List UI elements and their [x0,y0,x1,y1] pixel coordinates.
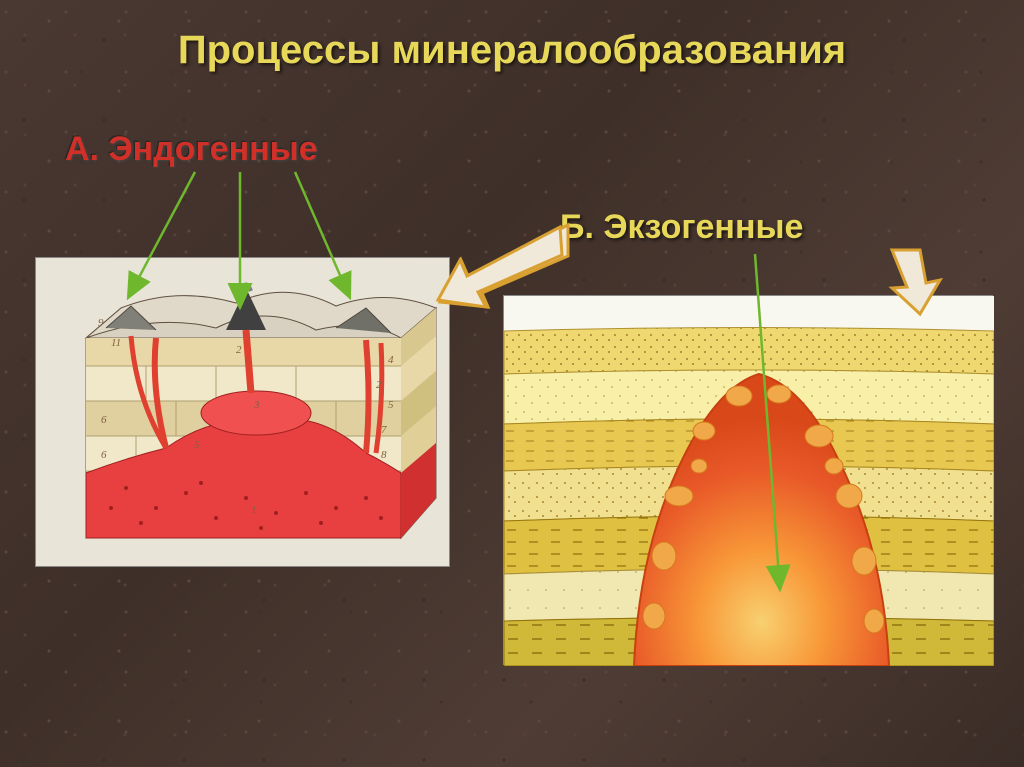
endogenous-svg: 1 2 3 4 5 6 6 5 7 8 9 11 2 [36,258,451,568]
label-exogenous: Б. Экзогенные [560,208,803,247]
svg-text:5: 5 [194,439,200,451]
svg-text:2: 2 [376,379,382,391]
page-title: Процессы минералообразования [178,28,846,73]
diagram-exogenous [503,295,993,665]
svg-text:8: 8 [381,449,387,461]
exogenous-svg [504,296,994,666]
svg-text:5: 5 [388,399,394,411]
svg-text:1: 1 [251,504,257,516]
svg-text:4: 4 [388,354,394,366]
svg-text:3: 3 [253,399,260,411]
svg-text:7: 7 [381,424,387,436]
diagram-endogenous: 1 2 3 4 5 6 6 5 7 8 9 11 2 [35,257,450,567]
svg-text:9: 9 [98,317,104,329]
svg-text:6: 6 [101,414,107,426]
label-endogenous: А. Эндогенные [65,130,318,169]
svg-text:11: 11 [111,337,121,349]
svg-text:2: 2 [236,344,242,356]
svg-text:6: 6 [101,449,107,461]
